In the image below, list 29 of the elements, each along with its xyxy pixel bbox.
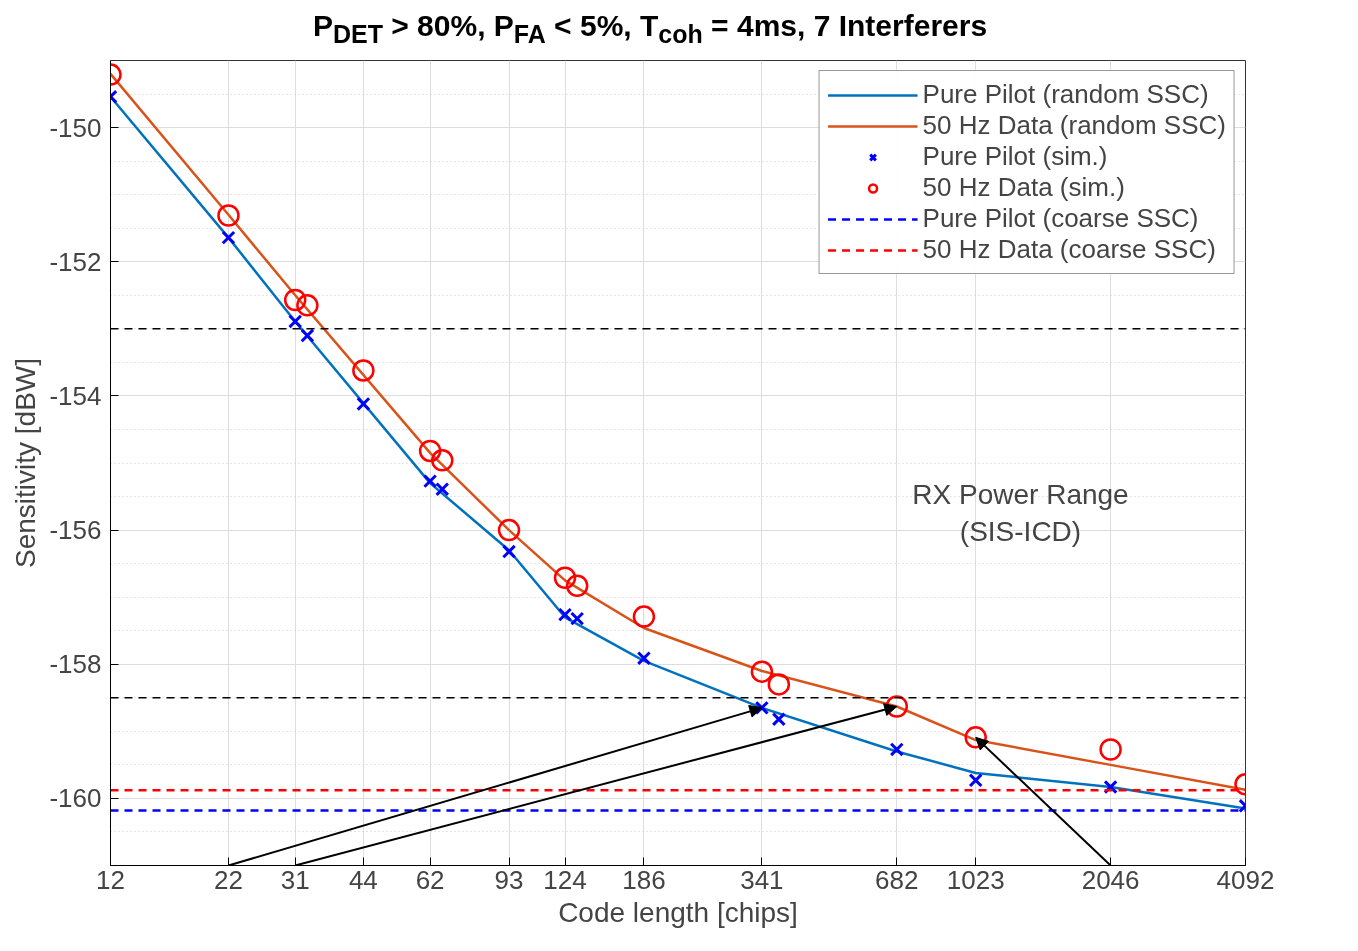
y-axis-title: Sensitivity [dBW]: [10, 357, 42, 569]
x-tick-label: 31: [280, 864, 310, 895]
y-tick-label: -152: [49, 246, 102, 277]
y-tick-label: -150: [49, 112, 102, 143]
legend-label: Pure Pilot (random SSC): [922, 79, 1209, 110]
x-tick-label: 22: [214, 864, 243, 895]
x-axis-title: Code length [chips]: [558, 896, 798, 928]
annotation: RX Power Range (SIS-ICD): [912, 479, 1129, 548]
legend-label: 50 Hz Data (random SSC): [922, 110, 1226, 141]
legend-label: 50 Hz Data (sim.): [922, 172, 1125, 203]
x-tick-label: 1023: [946, 864, 1005, 895]
x-tick-label: 62: [415, 864, 445, 895]
x-tick-label: 186: [622, 864, 666, 895]
legend-label: Pure Pilot (coarse SSC): [922, 203, 1199, 234]
x-tick-label: 682: [875, 864, 919, 895]
y-tick-label: -156: [49, 515, 102, 546]
x-tick-label: 341: [740, 864, 784, 895]
x-tick-label: 93: [494, 864, 524, 895]
chart-title: P$_{DET}$ > 80%, P$_{FA}$ < 5%, T$_{coh}$ = 4ms, 7 Interferers: [312, 8, 988, 50]
y-tick-label: -158: [49, 649, 102, 680]
x-tick-label: 12: [96, 864, 125, 895]
x-tick-label: 124: [543, 864, 587, 895]
y-tick-label: -154: [49, 380, 102, 411]
legend-label: Pure Pilot (sim.): [922, 141, 1108, 172]
y-tick-label: -160: [49, 783, 102, 814]
x-tick-label: 2046: [1081, 864, 1140, 895]
legend-label: 50 Hz Data (coarse SSC): [922, 234, 1216, 265]
x-tick-label: 44: [348, 864, 378, 895]
x-tick-label: 4092: [1216, 864, 1275, 895]
